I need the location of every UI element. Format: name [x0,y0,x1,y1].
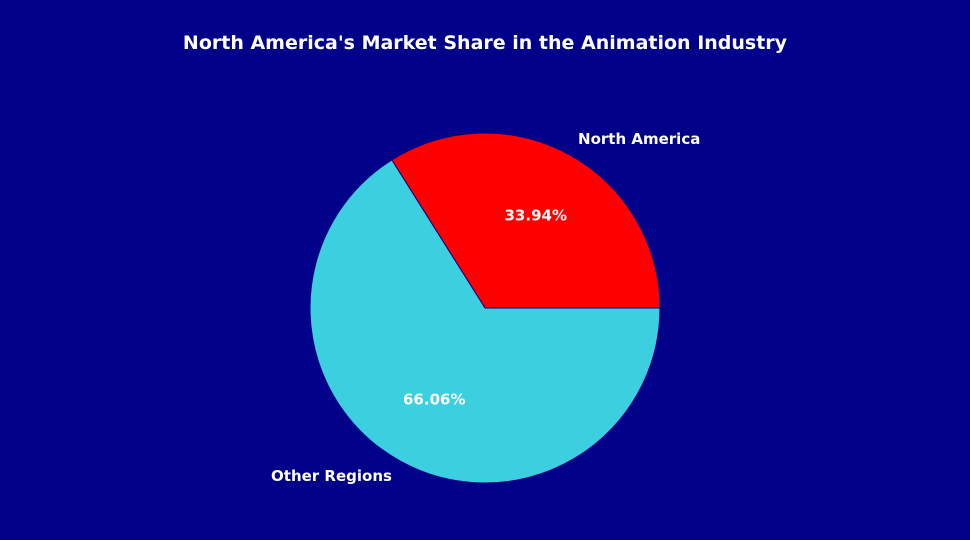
chart-title: North America's Market Share in the Anim… [182,32,788,54]
slice-label-other-regions: Other Regions [271,467,392,485]
slice-percent-other-regions: 66.06% [403,390,465,408]
slice-percent-north-america: 33.94% [505,207,567,225]
pie-labels: North America 33.94% Other Regions 66.06% [271,130,700,485]
pie-slice-other-regions [309,159,661,484]
slice-label-north-america: North America [578,130,700,148]
pie-slices [309,132,661,484]
pie-slice-north-america [391,132,661,309]
